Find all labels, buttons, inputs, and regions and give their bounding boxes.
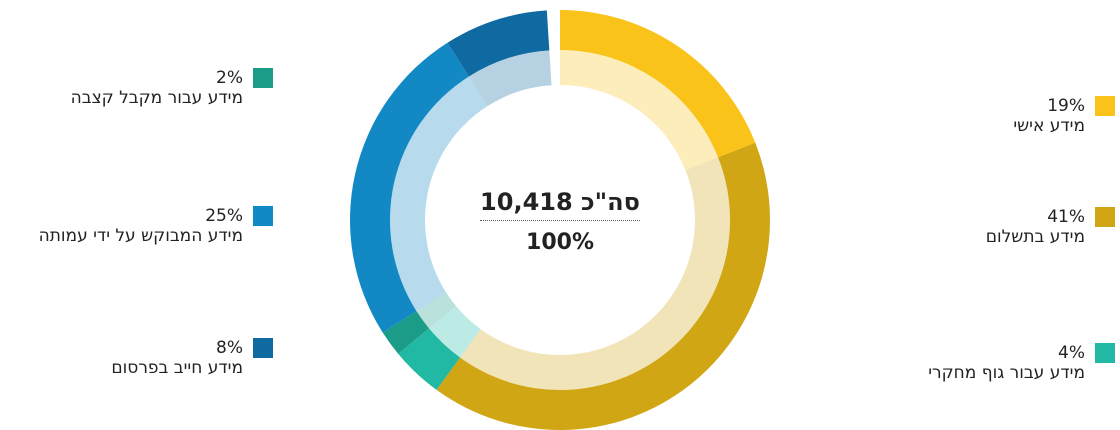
legend-value: 25% [205, 206, 243, 226]
donut-segment [560, 10, 756, 158]
legend-swatch [253, 338, 273, 358]
legend-item: 4% מידע עבור גוף מחקרי [855, 343, 1115, 383]
legend-item: 41% מידע בתשלום [855, 207, 1115, 247]
legend-swatch [253, 68, 273, 88]
donut-inner-segment [429, 306, 481, 358]
center-value: 100% [526, 230, 594, 255]
legend-label: מידע אישי [1013, 116, 1085, 136]
legend-swatch [253, 206, 273, 226]
legend-label: מידע חייב בפרסום [111, 358, 243, 378]
donut-segment [382, 311, 430, 354]
legend-label: מידע עבור גוף מחקרי [928, 363, 1085, 383]
donut-segment [350, 42, 469, 333]
legend-item: 8% מידע חייב בפרסום [13, 338, 273, 378]
donut-inner-segment [416, 292, 456, 329]
legend-label: מידע בתשלום [985, 227, 1085, 247]
legend-swatch [1095, 343, 1115, 363]
donut-inner-segment [390, 76, 488, 312]
donut-segment [436, 142, 770, 430]
donut-segment [447, 10, 550, 77]
legend-swatch [1095, 207, 1115, 227]
legend-label: מידע המבוקש על ידי עמותה [38, 226, 243, 246]
legend-swatch [1095, 96, 1115, 116]
legend-value: 41% [1047, 207, 1085, 227]
legend-item: 25% מידע המבוקש על ידי עמותה [13, 206, 273, 246]
legend-value: 4% [1058, 343, 1085, 363]
legend-item: 19% מידע אישי [855, 96, 1115, 136]
donut-inner-segment [460, 157, 730, 390]
center-title-text: סה"כ 10,418 [480, 188, 640, 221]
legend-label: מידע עבור מקבל קצבה [70, 88, 243, 108]
donut-inner-segment [560, 50, 719, 171]
legend-item: 2% מידע עבור מקבל קצבה [13, 68, 273, 108]
donut-inner-segment [468, 50, 552, 107]
donut-segment [398, 328, 461, 390]
legend-value: 8% [216, 338, 243, 358]
legend-value: 19% [1047, 96, 1085, 116]
center-title: סה"כ 10,418 [440, 188, 680, 221]
legend-value: 2% [216, 68, 243, 88]
